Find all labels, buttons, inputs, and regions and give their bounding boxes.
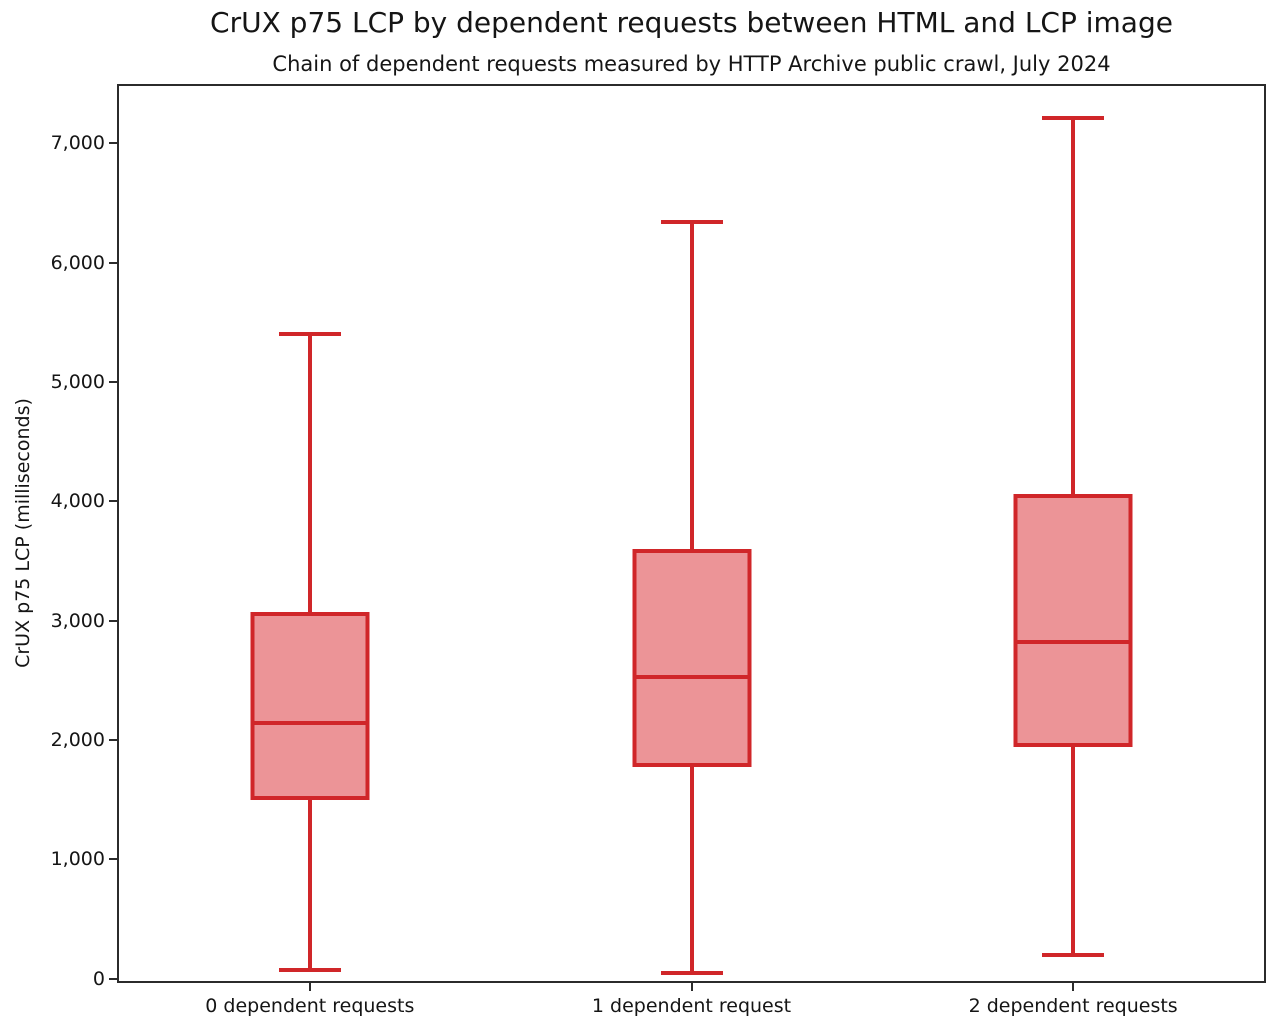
median-line-2-dependent-requests — [1013, 640, 1133, 645]
y-tick-mark — [109, 738, 117, 741]
y-tick-label: 7,000 — [50, 132, 105, 155]
iqr-box-1-dependent-request — [632, 549, 751, 768]
whisker-lower-2-dependent-requests — [1071, 747, 1076, 956]
whisker-cap-lower-0-dependent-requests — [278, 968, 341, 973]
whisker-upper-0-dependent-requests — [307, 334, 312, 613]
plot-area: 0 1,000 2,000 3,000 4,000 5,000 6,000 7,000 0 de… — [51, 84, 1266, 1017]
y-tick-label: 6,000 — [50, 251, 105, 274]
y-axis-label: CrUX p75 LCP (milliseconds) — [12, 398, 34, 668]
x-tick-label-1-dependent-request: 1 dependent request — [591, 995, 792, 1017]
x-tick-mark — [1072, 983, 1075, 991]
x-tick-mark — [308, 983, 311, 991]
whisker-cap-upper-0-dependent-requests — [278, 332, 341, 337]
y-tick-mark — [109, 142, 117, 145]
chart-subtitle: Chain of dependent requests measured by … — [272, 52, 1111, 76]
y-tick-mark — [109, 261, 117, 264]
y-tick-label: 0 — [92, 967, 105, 990]
whisker-upper-1-dependent-request — [689, 222, 694, 549]
x-tick-label-0-dependent-requests: 0 dependent requests — [205, 995, 415, 1017]
whisker-cap-upper-1-dependent-request — [660, 220, 723, 225]
whisker-upper-2-dependent-requests — [1071, 118, 1076, 495]
whisker-cap-upper-2-dependent-requests — [1042, 116, 1105, 121]
x-tick-mark — [690, 983, 693, 991]
median-line-0-dependent-requests — [250, 721, 370, 726]
whisker-lower-0-dependent-requests — [307, 799, 312, 971]
x-tick-label-2-dependent-requests: 2 dependent requests — [968, 995, 1178, 1017]
y-tick-mark — [109, 858, 117, 861]
y-tick-label: 2,000 — [50, 728, 105, 751]
whisker-cap-lower-2-dependent-requests — [1042, 953, 1105, 958]
iqr-box-2-dependent-requests — [1013, 494, 1133, 748]
y-tick-label: 4,000 — [50, 490, 105, 513]
iqr-box-0-dependent-requests — [250, 612, 370, 800]
y-tick-mark — [109, 619, 117, 622]
y-tick-mark — [109, 500, 117, 503]
y-tick-mark — [109, 977, 117, 980]
y-tick-label: 1,000 — [50, 848, 105, 871]
median-line-1-dependent-request — [632, 674, 751, 679]
y-tick-mark — [109, 380, 117, 383]
whisker-cap-lower-1-dependent-request — [660, 970, 723, 975]
y-tick-label: 3,000 — [50, 609, 105, 632]
chart-title: CrUX p75 LCP by dependent requests betwe… — [210, 6, 1173, 39]
y-tick-label: 5,000 — [50, 370, 105, 393]
whisker-lower-1-dependent-request — [689, 767, 694, 973]
